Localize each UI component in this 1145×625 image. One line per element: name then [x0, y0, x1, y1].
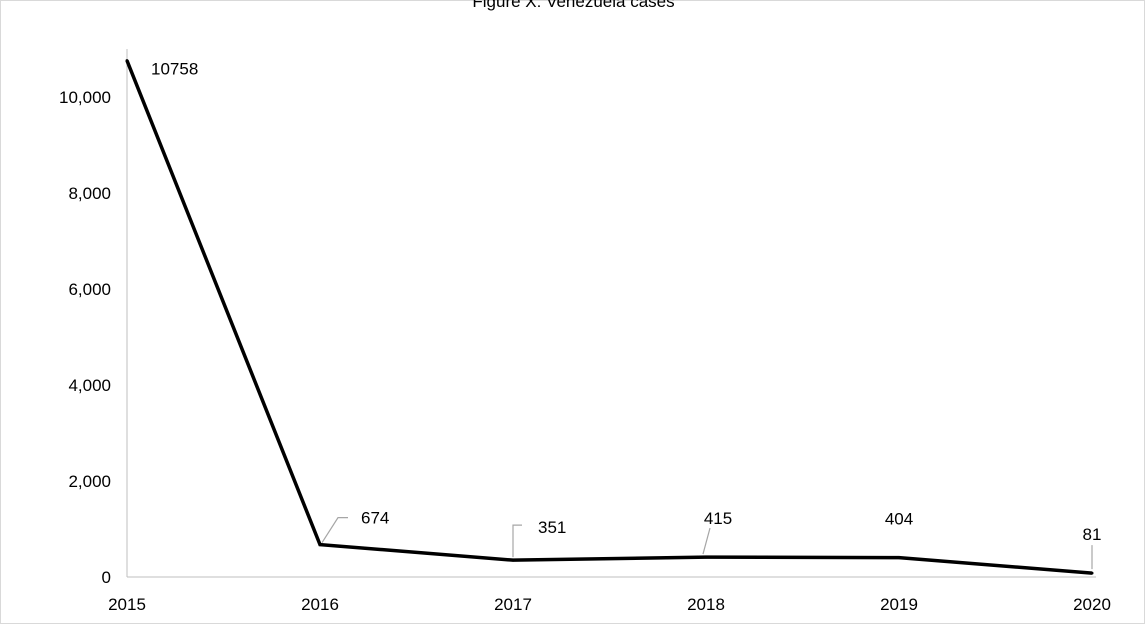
data-point [318, 543, 322, 547]
x-tick-label: 2017 [494, 595, 532, 614]
data-label-leader [321, 517, 348, 543]
x-tick-label: 2015 [108, 595, 146, 614]
y-tick-label: 0 [102, 568, 111, 587]
data-point [897, 556, 901, 560]
y-tick-label: 2,000 [68, 472, 111, 491]
data-label-leader [702, 527, 711, 555]
data-point [704, 555, 708, 559]
data-point [1090, 571, 1094, 575]
chart-title: Figure X: Venezuela cases [472, 0, 675, 11]
x-tick-label: 2016 [301, 595, 339, 614]
data-label-leader [512, 524, 522, 558]
x-tick-label: 2019 [880, 595, 918, 614]
data-label: 351 [538, 518, 566, 537]
data-label: 415 [704, 509, 732, 528]
x-tick-label: 2018 [687, 595, 725, 614]
data-label: 81 [1083, 525, 1102, 544]
data-label: 404 [885, 510, 913, 529]
y-tick-label: 10,000 [59, 88, 111, 107]
data-point [125, 59, 129, 63]
y-tick-label: 4,000 [68, 376, 111, 395]
x-tick-label: 2020 [1073, 595, 1111, 614]
series-line [125, 59, 1093, 575]
data-label: 10758 [151, 60, 198, 79]
data-point [511, 558, 515, 562]
data-label: 674 [361, 509, 389, 528]
y-tick-label: 8,000 [68, 184, 111, 203]
y-tick-label: 6,000 [68, 280, 111, 299]
